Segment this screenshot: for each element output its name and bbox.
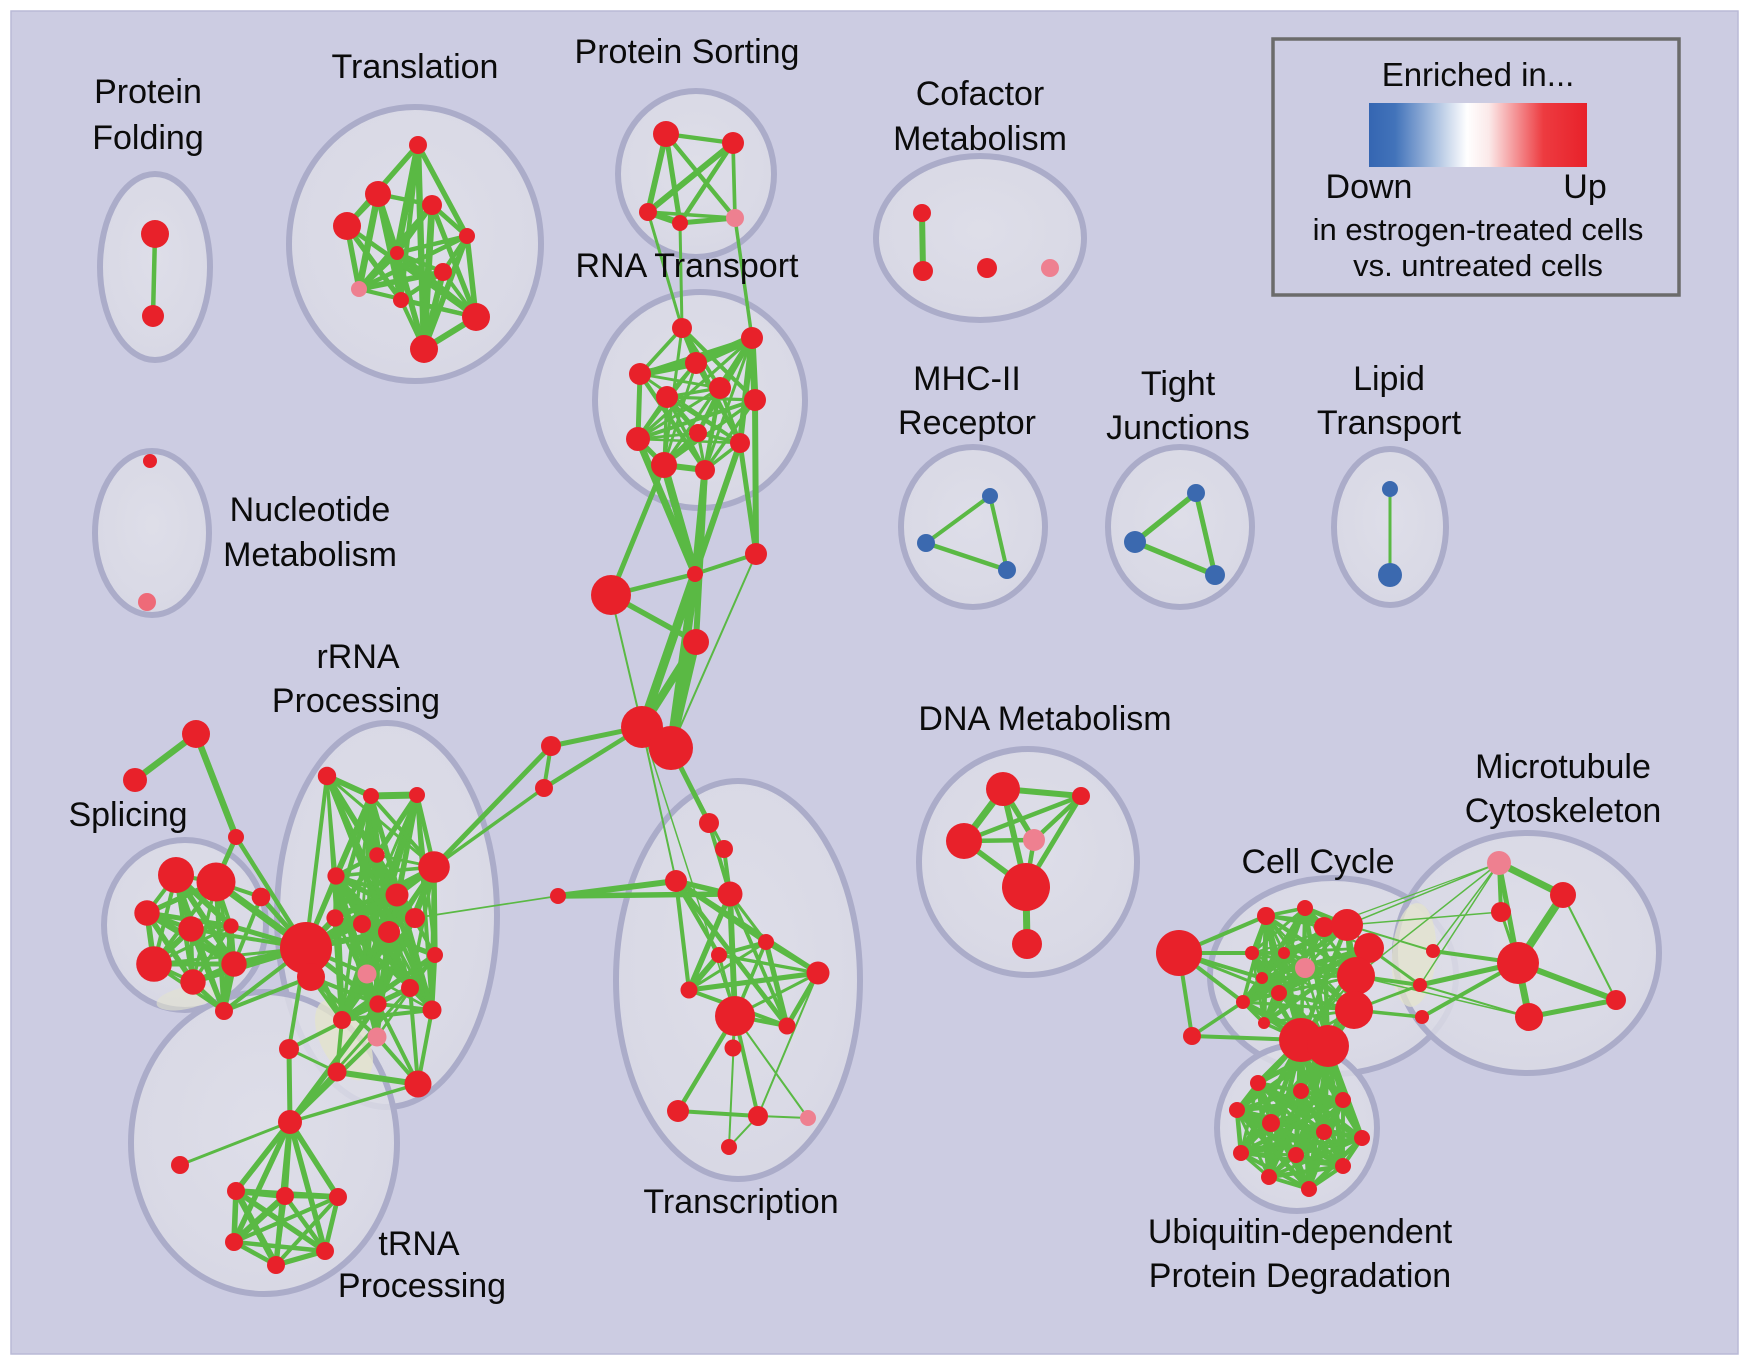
svg-text:Processing: Processing: [272, 682, 440, 720]
svg-text:rRNA: rRNA: [316, 638, 399, 676]
svg-text:Cofactor: Cofactor: [916, 75, 1045, 113]
svg-text:Folding: Folding: [92, 119, 204, 157]
svg-text:MHC-II: MHC-II: [913, 360, 1021, 398]
svg-text:Metabolism: Metabolism: [893, 120, 1067, 158]
svg-text:Ubiquitin-dependent: Ubiquitin-dependent: [1148, 1213, 1453, 1251]
svg-text:DNA Metabolism: DNA Metabolism: [918, 700, 1171, 738]
svg-text:Protein: Protein: [94, 73, 202, 111]
svg-text:Nucleotide: Nucleotide: [230, 491, 391, 529]
svg-text:tRNA: tRNA: [378, 1225, 460, 1263]
svg-text:Receptor: Receptor: [898, 404, 1036, 442]
svg-text:Protein Degradation: Protein Degradation: [1149, 1257, 1451, 1295]
svg-text:Transport: Transport: [1317, 404, 1462, 442]
svg-text:Down: Down: [1326, 168, 1413, 206]
svg-text:RNA Transport: RNA Transport: [576, 247, 800, 285]
svg-text:in estrogen-treated cells: in estrogen-treated cells: [1313, 212, 1644, 247]
svg-text:Junctions: Junctions: [1106, 409, 1250, 447]
svg-text:Transcription: Transcription: [643, 1183, 838, 1221]
svg-text:Up: Up: [1563, 168, 1606, 206]
svg-text:Protein Sorting: Protein Sorting: [575, 33, 800, 71]
svg-text:Tight: Tight: [1141, 365, 1216, 403]
svg-text:Cell Cycle: Cell Cycle: [1241, 843, 1394, 881]
svg-text:Enriched in...: Enriched in...: [1382, 56, 1575, 93]
svg-text:Cytoskeleton: Cytoskeleton: [1465, 792, 1662, 830]
svg-text:Microtubule: Microtubule: [1475, 748, 1651, 786]
svg-text:Translation: Translation: [332, 48, 499, 86]
svg-text:Metabolism: Metabolism: [223, 536, 397, 574]
svg-text:Lipid: Lipid: [1353, 360, 1425, 398]
svg-text:vs. untreated cells: vs. untreated cells: [1353, 248, 1603, 283]
svg-text:Splicing: Splicing: [68, 796, 187, 834]
svg-text:Processing: Processing: [338, 1267, 506, 1305]
